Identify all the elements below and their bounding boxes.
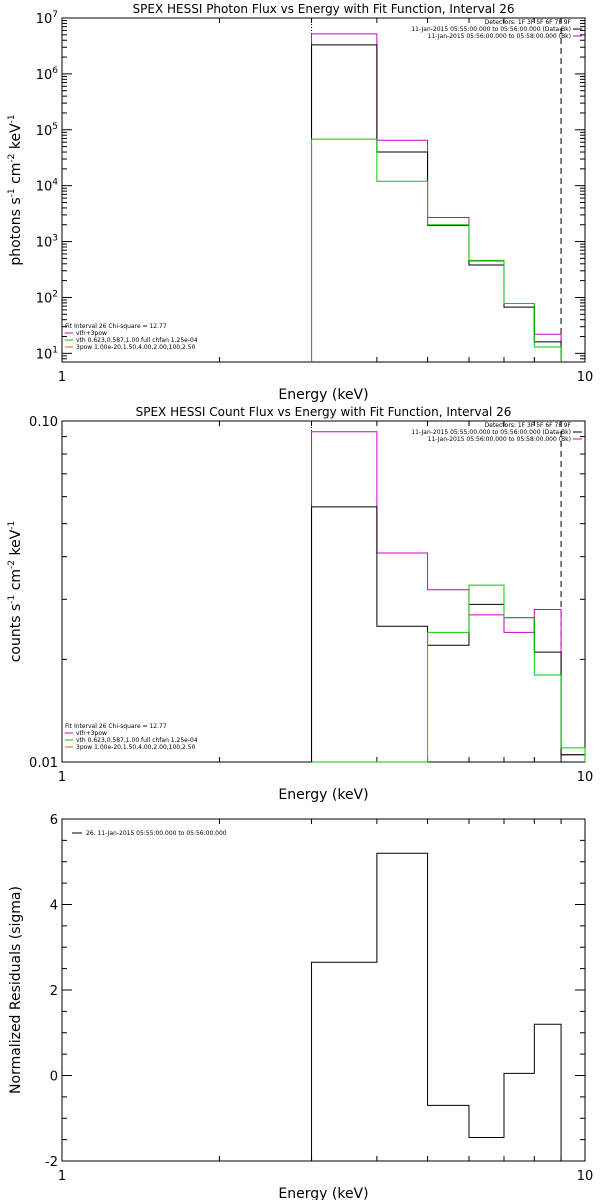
- chart-panel-3: 1 10 -2 0 2 4 6 Energy (keV) Normalized Residual…: [8, 813, 593, 1200]
- legend-entry: Detectors: 1F 3F 5F 6F 7F 9F: [485, 19, 572, 26]
- series-step-line-2: [311, 44, 562, 362]
- y-tick-label: 0.10: [29, 415, 58, 430]
- legend-entry: 11-Jan-2015 05:55:00.000 to 05:56:00.000…: [411, 429, 571, 436]
- legend-entry: 11-Jan-2015 05:56:00.000 to 05:58:00.000…: [428, 33, 571, 40]
- y-tick-label: 103: [36, 234, 58, 251]
- x-axis-label: Energy (keV): [278, 387, 368, 403]
- y-tick-exponent: 7: [52, 10, 58, 20]
- y-tick-label: 6: [50, 813, 58, 828]
- legend-entry: 3pow 1.00e-20,1.50,4.00,2.00,100,2.50: [76, 344, 196, 351]
- legend-entry: 11-Jan-2015 05:55:00.000 to 05:56:00.000…: [411, 26, 571, 33]
- legend-entry: 3pow 1.00e-20,1.50,4.00,2.00,100,2.50: [76, 744, 196, 751]
- y-label-sup: -1: [7, 114, 17, 123]
- plot-frame: [61, 818, 586, 1162]
- y-tick-label: -2: [45, 1155, 58, 1170]
- series-step-line-1: [311, 431, 586, 762]
- series-step-line-1: [311, 33, 562, 362]
- x-tick-label: 1: [58, 1169, 66, 1184]
- plot-frame: [61, 17, 586, 363]
- plot-frame: [61, 420, 586, 763]
- y-label-part: keV: [8, 123, 24, 154]
- y-tick-base: 10: [36, 236, 53, 251]
- y-tick-exponent: 3: [52, 234, 58, 244]
- legend-entry: Fit Interval 26 Chi-square = 12.77: [65, 323, 167, 330]
- y-tick-label: 104: [36, 178, 59, 195]
- chart-title: SPEX HESSI Count Flux vs Energy with Fit…: [136, 405, 512, 419]
- y-label-part: photons s: [8, 197, 24, 265]
- x-axis-label: Energy (keV): [278, 1186, 368, 1200]
- y-label-part: keV: [8, 529, 24, 560]
- y-tick-exponent: 4: [52, 178, 58, 188]
- x-axis-label: Energy (keV): [278, 787, 368, 803]
- chart-title: SPEX HESSI Photon Flux vs Energy with Fi…: [133, 2, 515, 16]
- legend-entry: 26. 11-Jan-2015 05:55:00.000 to 05:56:00…: [86, 830, 227, 837]
- y-label-sup: -2: [7, 154, 17, 163]
- x-tick-label: 10: [577, 1169, 594, 1184]
- y-tick-exponent: 5: [52, 122, 58, 132]
- y-axis-label: photons s-1 cm-2 keV-1: [7, 114, 24, 265]
- y-tick-exponent: 1: [52, 345, 58, 355]
- series-step-line-2: [311, 506, 586, 762]
- y-tick-base: 10: [36, 347, 53, 362]
- x-tick-label: 10: [577, 770, 594, 785]
- y-tick-exponent: 6: [52, 66, 58, 76]
- y-tick-label: 105: [36, 122, 58, 139]
- chart-panel-2: SPEX HESSI Count Flux vs Energy with Fit…: [7, 405, 593, 803]
- chart-panel-1: SPEX HESSI Photon Flux vs Energy with Fi…: [7, 2, 593, 403]
- x-tick-label: 1: [58, 770, 66, 785]
- legend-entry: vth+3pow: [76, 330, 107, 337]
- series-step-line-1: [311, 852, 562, 1161]
- y-tick-label: 0: [50, 1070, 58, 1085]
- y-label-part: counts s: [8, 604, 24, 663]
- y-tick-label: 2: [50, 984, 58, 999]
- y-tick-base: 10: [36, 68, 53, 83]
- y-tick-base: 10: [36, 12, 53, 27]
- y-label-part: Normalized Residuals (sigma): [8, 886, 24, 1094]
- y-tick-label: 106: [36, 66, 59, 83]
- legend-entry: vth+3pow: [76, 730, 107, 737]
- y-tick-base: 10: [36, 124, 53, 139]
- y-label-part: cm: [8, 163, 24, 189]
- y-tick-base: 10: [36, 291, 53, 306]
- y-tick-label: 0.01: [29, 756, 58, 771]
- y-tick-label: 4: [50, 899, 58, 914]
- series-step-line-3: [311, 584, 586, 763]
- y-label-sup: -1: [7, 188, 17, 197]
- legend-entry: vth 0.623,0.587,1.00 full chfan 1.25e-04: [76, 737, 198, 744]
- y-tick-label: 102: [36, 289, 58, 306]
- legend-entry: Detectors: 1F 3F 5F 6F 7F 9F: [485, 422, 572, 429]
- y-tick-exponent: 2: [52, 289, 58, 299]
- x-tick-label: 1: [58, 370, 66, 385]
- y-label-sup: -2: [7, 560, 17, 569]
- y-axis-label: counts s-1 cm-2 keV-1: [7, 521, 24, 663]
- y-tick-base: 10: [36, 180, 53, 195]
- y-tick-label: 101: [36, 345, 58, 362]
- legend-entry: Fit Interval 26 Chi-square = 12.77: [65, 723, 167, 730]
- y-label-sup: -1: [7, 521, 17, 530]
- y-tick-label: 107: [36, 10, 58, 27]
- y-label-sup: -1: [7, 595, 17, 604]
- legend-entry: 11-Jan-2015 05:56:00.000 to 05:58:00.000…: [428, 436, 571, 443]
- series-step-line-3: [311, 138, 562, 362]
- x-tick-label: 10: [577, 370, 594, 385]
- y-label-part: cm: [8, 569, 24, 595]
- y-axis-label: Normalized Residuals (sigma): [8, 886, 24, 1094]
- legend-entry: vth 0.623,0.587,1.00 full chfan 1.25e-04: [76, 337, 198, 344]
